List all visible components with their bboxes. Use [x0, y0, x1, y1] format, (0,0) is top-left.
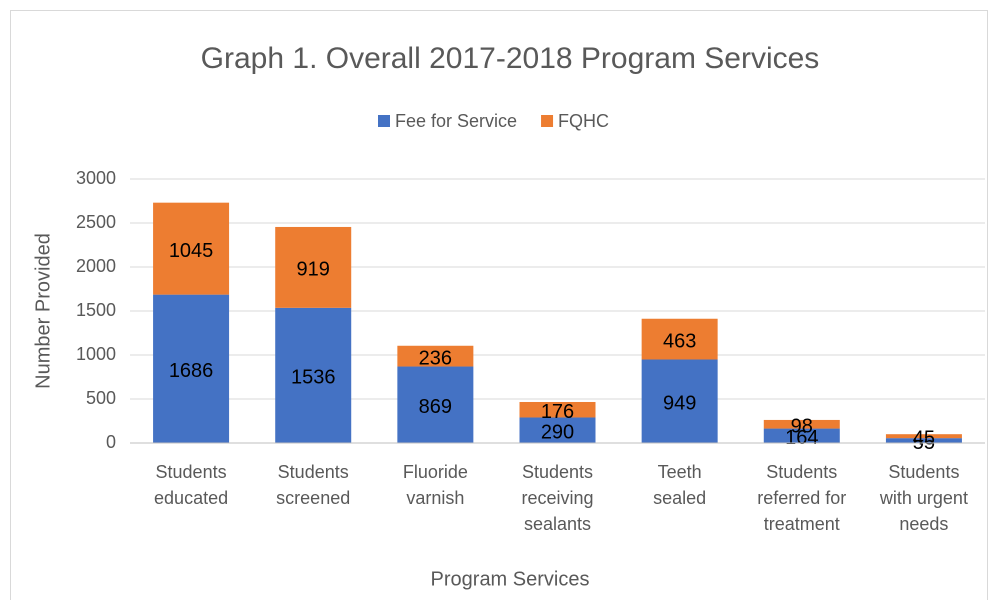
chart-title: Graph 1. Overall 2017-2018 Program Servi… — [201, 42, 820, 75]
bar-segment — [153, 202, 230, 295]
legend-swatch — [541, 115, 554, 127]
y-tick-label: 0 — [106, 432, 116, 452]
x-tick-label: Students receiving sealants — [521, 462, 593, 534]
bar-segment — [641, 359, 718, 443]
bar-segment — [397, 345, 474, 367]
bar-segment — [763, 419, 840, 429]
legend-label: FQHC — [558, 111, 609, 131]
bar-segment — [519, 401, 596, 418]
y-tick-label: 3000 — [76, 168, 116, 188]
x-tick-label: Students educated — [154, 462, 228, 508]
x-tick-label: Fluoride varnish — [403, 462, 468, 508]
y-tick-label: 1000 — [76, 344, 116, 364]
y-axis-title: Number Provided — [32, 233, 54, 389]
bar-segment — [275, 226, 352, 308]
data-label: 949 — [663, 393, 696, 415]
data-label: 45 — [913, 427, 935, 449]
data-label: 236 — [419, 347, 452, 369]
y-tick-label: 2000 — [76, 256, 116, 276]
bar-segment — [885, 434, 962, 439]
data-label: 176 — [541, 401, 574, 423]
data-label: 1536 — [291, 367, 336, 389]
x-tick-label: Students screened — [276, 462, 350, 508]
bar-segment — [397, 366, 474, 443]
x-axis-title: Program Services — [431, 568, 590, 590]
bar-segment — [641, 318, 718, 360]
data-label: 1045 — [169, 240, 214, 262]
x-tick-label: Teeth sealed — [653, 462, 706, 508]
data-label: 164 — [785, 427, 818, 449]
data-label: 1686 — [169, 360, 214, 382]
bar-segment — [885, 438, 962, 443]
x-tick-label: Students with urgent needs — [879, 462, 968, 534]
bar-segment — [519, 417, 596, 443]
y-tick-label: 2500 — [76, 212, 116, 232]
bar-segment — [153, 294, 230, 443]
y-tick-label: 500 — [86, 388, 116, 408]
data-label: 869 — [419, 396, 452, 418]
legend-swatch — [378, 115, 390, 127]
bar-segment — [275, 307, 352, 443]
data-label: 463 — [663, 330, 696, 352]
data-label: 98 — [791, 416, 813, 438]
x-tick-label: Students referred for treatment — [757, 462, 846, 534]
data-label: 919 — [297, 259, 330, 281]
y-tick-label: 1500 — [76, 300, 116, 320]
bar-segment — [763, 428, 840, 443]
data-label: 290 — [541, 422, 574, 444]
legend-label: Fee for Service — [395, 111, 517, 131]
